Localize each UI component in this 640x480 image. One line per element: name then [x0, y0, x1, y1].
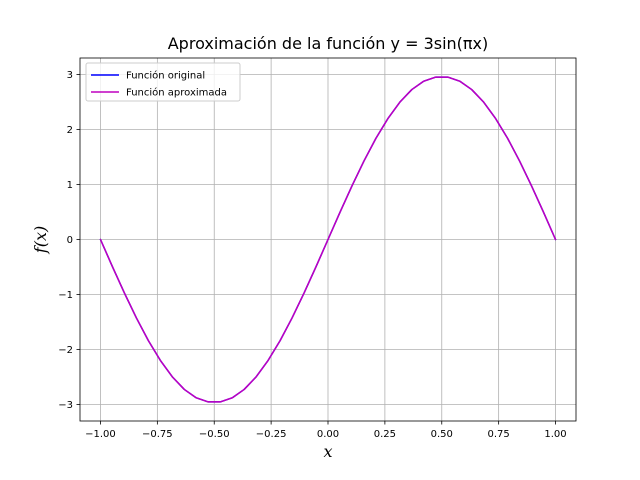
legend: Función original Función aproximada — [85, 62, 241, 102]
x-axis-ticks: −1.00 −0.75 −0.50 −0.25 0.00 0.25 0.50 0.75 1.00 — [85, 421, 567, 440]
y-axis-label: f(x) — [31, 226, 50, 254]
legend-label: Función original — [126, 70, 205, 82]
x-tick-label: 0.75 — [488, 429, 510, 440]
legend-box — [85, 62, 241, 102]
y-tick-label: 2 — [67, 125, 73, 136]
x-tick-label: 1.00 — [544, 429, 566, 440]
y-axis-ticks: −3 −2 −1 0 1 2 3 — [58, 70, 80, 411]
y-tick-label: −1 — [58, 290, 73, 301]
chart-title: Aproximación de la función y = 3sin(πx) — [168, 34, 489, 53]
x-tick-label: −0.75 — [142, 429, 173, 440]
y-tick-label: 1 — [67, 180, 73, 191]
x-tick-label: −1.00 — [85, 429, 116, 440]
x-tick-label: 0.00 — [317, 429, 339, 440]
series-lines — [99, 76, 557, 403]
x-tick-label: 0.50 — [431, 429, 453, 440]
x-tick-label: −0.25 — [256, 429, 287, 440]
x-tick-label: 0.25 — [374, 429, 396, 440]
y-tick-label: −2 — [58, 345, 73, 356]
legend-label: Función aproximada — [126, 87, 227, 99]
x-axis-label: x — [323, 442, 332, 461]
y-tick-label: −3 — [58, 400, 73, 411]
y-tick-label: 0 — [67, 235, 73, 246]
y-tick-label: 3 — [67, 70, 73, 81]
x-tick-label: −0.50 — [199, 429, 230, 440]
series-line-aproximada — [99, 76, 557, 403]
